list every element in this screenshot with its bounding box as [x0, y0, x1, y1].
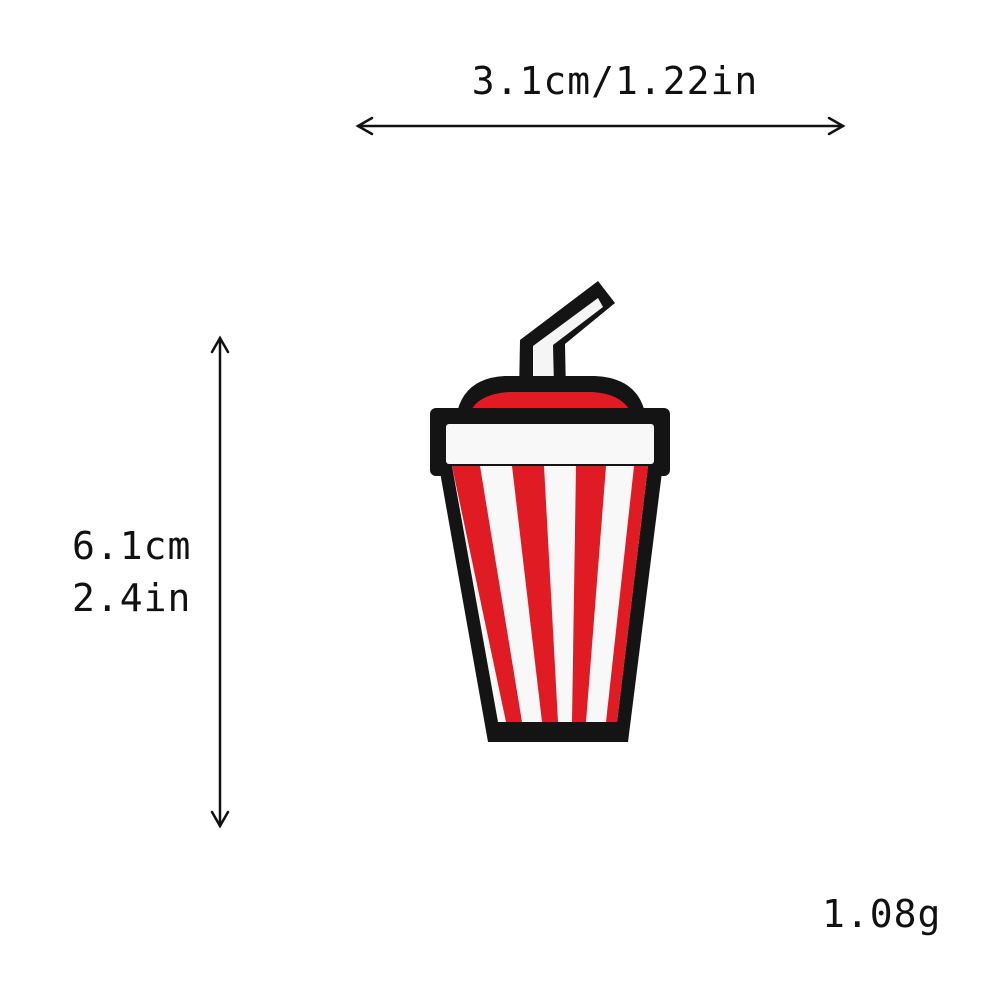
soda-cup-patch — [430, 281, 670, 742]
height-label-cm: 6.1cm — [72, 524, 192, 568]
weight-label: 1.08g — [822, 892, 942, 936]
cup-body — [440, 466, 662, 742]
width-arrow-icon — [355, 116, 846, 136]
height-arrow-icon — [210, 335, 230, 829]
cup-rim — [430, 408, 670, 476]
height-label-in: 2.4in — [72, 576, 192, 621]
width-label: 3.1cm/1.22in — [471, 59, 759, 103]
height-label: 6.1cm 2.4in — [72, 520, 191, 625]
straw-icon — [519, 281, 615, 395]
